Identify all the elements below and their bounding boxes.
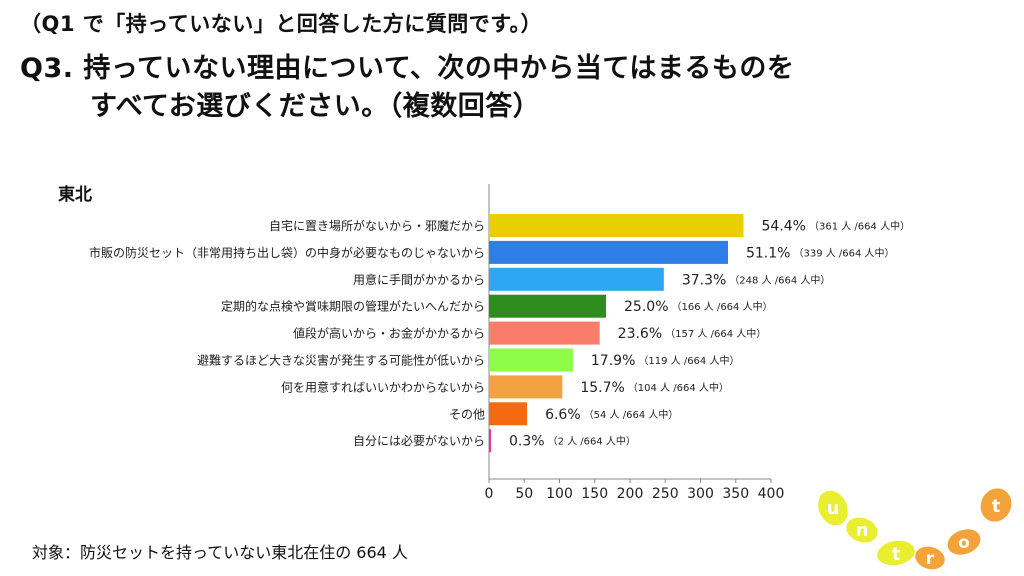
x-tick-label: 200 bbox=[617, 486, 644, 502]
logo-letter-u: u bbox=[827, 498, 840, 519]
logo-blob-n: n bbox=[846, 517, 878, 543]
bar bbox=[489, 402, 528, 426]
value-count-label: （2 人 /664 人中） bbox=[548, 435, 636, 448]
category-label: 自宅に置き場所がないから・邪魔だから bbox=[269, 218, 485, 233]
value-percent-label: 0.3% bbox=[509, 434, 545, 450]
x-tick-label: 400 bbox=[758, 486, 785, 502]
logo-blob-r: r bbox=[915, 546, 945, 570]
value-count-label: （157 人 /664 人中） bbox=[665, 327, 766, 340]
category-label: 市販の防災セット（非常用持ち出し袋）の中身が必要なものじゃないから bbox=[89, 245, 485, 260]
value-count-label: （104 人 /664 人中） bbox=[628, 381, 729, 394]
logo-blob-o: o bbox=[947, 529, 981, 555]
logo-letter-t-2: t bbox=[992, 496, 1001, 517]
chart-title: 東北 bbox=[58, 185, 92, 205]
category-label: 用意に手間がかかるから bbox=[353, 272, 485, 287]
bar bbox=[489, 321, 600, 345]
logo-letter-n: n bbox=[856, 520, 869, 541]
survey-target-note: 対象：防災セットを持っていない東北在住の 664 人 bbox=[32, 543, 408, 562]
category-label: その他 bbox=[449, 407, 485, 421]
question-q1-note: （Q1 で「持っていない」と回答した方に質問です。） bbox=[20, 12, 543, 36]
x-tick-label: 0 bbox=[485, 486, 494, 502]
category-label: 値段が高いから・お金がかかるから bbox=[293, 326, 485, 341]
x-tick-label: 50 bbox=[515, 486, 533, 502]
bar bbox=[489, 214, 744, 237]
x-tick-label: 150 bbox=[581, 486, 608, 502]
question-q3-title-line1: Q3. 持っていない理由について、次の中から当てはまるものを bbox=[20, 53, 795, 84]
value-count-label: （339 人 /664 人中） bbox=[793, 246, 894, 259]
bar bbox=[489, 348, 573, 372]
bar bbox=[489, 429, 491, 453]
x-tick-label: 100 bbox=[546, 486, 573, 502]
x-tick-label: 350 bbox=[722, 486, 749, 502]
value-count-label: （166 人 /664 人中） bbox=[672, 300, 773, 313]
value-percent-label: 54.4% bbox=[762, 219, 806, 235]
category-label: 自分には必要がないから bbox=[353, 433, 485, 448]
value-percent-label: 17.9% bbox=[591, 353, 635, 369]
logo-letter-o: o bbox=[958, 533, 970, 553]
value-percent-label: 15.7% bbox=[580, 380, 624, 396]
value-percent-label: 23.6% bbox=[618, 326, 662, 342]
bar bbox=[489, 294, 607, 318]
bar bbox=[489, 240, 728, 264]
x-tick-label: 300 bbox=[687, 486, 714, 502]
value-count-label: （361 人 /664 人中） bbox=[809, 220, 910, 233]
value-percent-label: 25.0% bbox=[624, 299, 668, 315]
logo-letter-r: r bbox=[926, 549, 935, 569]
category-label: 避難するほど大きな災害が発生する可能性が低いから bbox=[197, 353, 485, 368]
x-tick-label: 250 bbox=[652, 486, 679, 502]
value-count-label: （248 人 /664 人中） bbox=[729, 273, 830, 286]
logo-blob-t1: t bbox=[877, 540, 915, 566]
value-percent-label: 37.3% bbox=[682, 272, 726, 288]
bar bbox=[489, 267, 664, 291]
value-count-label: （119 人 /664 人中） bbox=[638, 354, 739, 367]
logo-blob-t2: t bbox=[980, 488, 1012, 522]
logo-letter-t: t bbox=[892, 544, 901, 565]
logo-blob-u: u bbox=[818, 490, 848, 526]
bar bbox=[489, 375, 563, 399]
category-label: 定期的な点検や賞味期限の管理がたいへんだから bbox=[221, 299, 485, 314]
question-q3-title-line2: すべてお選びください。（複数回答） bbox=[90, 91, 541, 122]
category-label: 何を用意すればいいかわからないから bbox=[281, 379, 485, 394]
value-percent-label: 6.6% bbox=[545, 407, 581, 423]
value-percent-label: 51.1% bbox=[746, 245, 790, 261]
value-count-label: （54 人 /664 人中） bbox=[584, 408, 679, 421]
